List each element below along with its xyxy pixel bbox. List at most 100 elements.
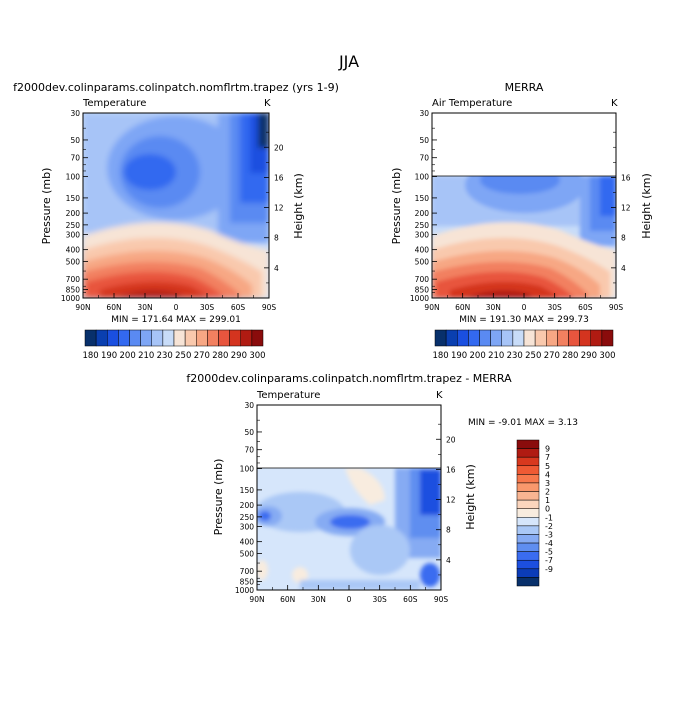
y-tick-label: 150 [415,194,430,203]
y-tick-label: 70 [70,154,80,163]
colorbar-swatch [516,517,540,527]
x-tick-label: 90S [434,595,449,604]
colorbar-swatch [95,329,108,347]
colorbar-label: 230 [507,351,523,361]
colorbar-swatch [557,329,569,347]
colorbar-swatch [173,329,186,347]
colorbar-swatch [516,448,540,458]
colorbar-swatch [579,329,591,347]
colorbar-swatch [516,542,540,552]
y-tick-label: 200 [240,501,255,510]
y2-tick-label: 16 [621,173,631,182]
colorbar-swatch [501,329,514,347]
x-tick-label: 60S [231,303,246,312]
x-tick-label: 30N [137,303,152,312]
y-tick-label: 250 [240,513,255,522]
x-tick-label: 90N [424,303,439,312]
y-tick-label: 850 [240,577,255,586]
y-tick-label: 500 [240,549,255,558]
colorbar-label: 7 [545,453,550,462]
colorbar-swatch [490,329,502,347]
y2-tick-label: 8 [446,526,451,535]
panel-diff-unit: K [436,390,443,401]
colorbar-swatch [523,329,536,347]
y2-tick-label: 4 [274,264,279,273]
y-tick-label: 100 [415,173,430,182]
y-tick-label: 70 [244,446,254,455]
panel-model-ylabel: Pressure (mb) [40,168,53,245]
y-tick-label: 250 [415,221,430,230]
colorbar-label: -9 [545,565,553,574]
x-tick-label: 30N [486,303,501,312]
x-tick-label: 30S [373,595,388,604]
x-tick-label: 60N [280,595,295,604]
colorbar-swatch [516,534,540,544]
panel-diff: f2000dev.colinparams.colinpatch.nomflrtm… [186,372,578,604]
y-tick-label: 30 [70,109,80,118]
y-tick-label: 30 [244,401,254,410]
colorbar-label: 290 [581,351,597,361]
colorbar-swatch [129,329,141,347]
colorbar-swatch [568,329,580,347]
y2-tick-label: 4 [621,264,626,273]
panel-obs-ylabel: Pressure (mb) [390,168,403,245]
y-tick-label: 300 [66,230,81,239]
panel-model-unit: K [264,98,271,109]
y2-tick-label: 12 [446,496,456,505]
colorbar-label: -2 [545,522,553,531]
colorbar-label: 180 [82,351,98,361]
colorbar-swatch [516,508,540,518]
model-field [83,113,269,298]
colorbar-swatch [516,499,540,509]
y-tick-label: 850 [415,285,430,294]
x-tick-label: 30N [311,595,326,604]
y-tick-label: 50 [419,136,429,145]
y2-tick-label: 4 [446,556,451,565]
colorbar-swatch [516,559,540,570]
figure-title: JJA [338,52,359,71]
colorbar-label: 280 [562,351,578,361]
panel-diff-ylabel: Pressure (mb) [212,459,225,536]
colorbar-label: 1 [545,496,550,505]
colorbar-swatch [516,577,540,587]
colorbar-label: -1 [545,513,553,522]
y-tick-label: 1000 [410,294,429,303]
colorbar-swatch [534,329,547,347]
colorbar-label: -5 [545,548,553,557]
y-tick-label: 400 [240,538,255,547]
panel-diff-stats: MIN = -9.01 MAX = 3.13 [468,418,578,428]
panel-obs-y2label: Height (km) [640,173,653,239]
colorbar-label: 250 [525,351,541,361]
y2-tick-label: 8 [621,234,626,243]
panel-diff-y2label: Height (km) [464,464,477,530]
panel-model-stats: MIN = 171.64 MAX = 299.01 [111,315,241,325]
y2-tick-label: 12 [621,204,631,213]
y-tick-label: 1000 [235,586,254,595]
colorbar-obs: 180 190 200 210 230 250 270 280 290 300 [432,329,616,361]
y-tick-label: 100 [240,465,255,474]
colorbar-swatch [229,329,241,347]
colorbar-swatch [516,491,540,501]
colorbar-label: 0 [545,505,550,514]
colorbar-swatch [590,329,603,347]
y-tick-label: 700 [240,567,255,576]
panel-diff-title: f2000dev.colinparams.colinpatch.nomflrtm… [186,372,512,385]
y-tick-label: 250 [66,221,81,230]
panel-obs-variable: Air Temperature [432,98,512,109]
colorbar-label: -4 [545,539,553,548]
colorbar-swatch [445,329,458,347]
y-tick-label: 400 [66,246,81,255]
colorbar-label: -3 [545,530,553,539]
colorbar-swatch [516,456,540,467]
x-tick-label: 60N [455,303,470,312]
panel-obs: MERRA Air Temperature K [390,81,653,325]
colorbar-swatch [601,329,614,347]
colorbar-label: 210 [488,351,504,361]
colorbar-swatch [516,465,540,475]
y-tick-label: 850 [66,285,81,294]
y-tick-label: 100 [66,173,81,182]
colorbar-swatch [184,329,197,347]
